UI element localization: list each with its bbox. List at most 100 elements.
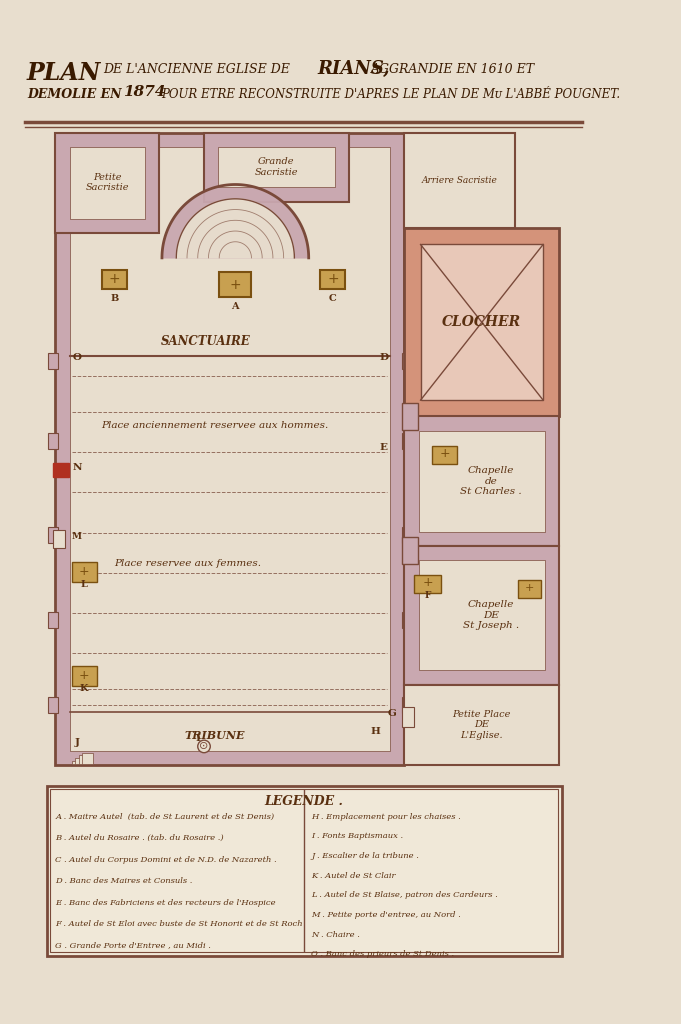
Text: Chapelle
DE
St Joseph .: Chapelle DE St Joseph .	[462, 600, 519, 630]
Bar	[402, 612, 411, 629]
Bar	[204, 133, 349, 202]
Bar	[402, 697, 411, 714]
Polygon shape	[176, 199, 294, 258]
Bar	[72, 562, 97, 582]
Text: H: H	[370, 727, 380, 736]
Text: F . Autel de St Eloi avec buste de St Honorit et de St Roch: F . Autel de St Eloi avec buste de St Ho…	[55, 920, 303, 928]
Bar	[48, 527, 58, 544]
Text: E: E	[379, 443, 387, 453]
Bar	[48, 612, 58, 629]
Bar	[48, 697, 58, 714]
Text: +: +	[327, 272, 338, 287]
Text: C: C	[329, 294, 336, 303]
Bar	[72, 666, 97, 686]
Bar	[48, 433, 58, 450]
Text: I: I	[195, 734, 200, 743]
Text: D: D	[379, 353, 389, 361]
Text: G . Grande Porte d'Entree , au Midi .: G . Grande Porte d'Entree , au Midi .	[55, 941, 211, 949]
Bar	[402, 433, 411, 450]
Text: SANCTUAIRE: SANCTUAIRE	[161, 336, 251, 348]
Text: Chapelle
de
St Charles .: Chapelle de St Charles .	[460, 466, 522, 496]
Bar	[79, 756, 88, 764]
Bar	[518, 580, 541, 598]
Bar	[53, 529, 65, 548]
Bar	[219, 272, 251, 297]
Text: RIANS,: RIANS,	[317, 60, 390, 78]
Bar	[419, 560, 545, 671]
Text: H . Emplacement pour les chaises .: H . Emplacement pour les chaises .	[311, 813, 461, 820]
Text: TRIBUNE: TRIBUNE	[185, 730, 245, 741]
Text: D . Banc des Maires et Consuls .: D . Banc des Maires et Consuls .	[55, 878, 193, 885]
Text: N . Chaire .: N . Chaire .	[311, 931, 360, 939]
Text: Place reservee aux femmes.: Place reservee aux femmes.	[114, 559, 262, 568]
Bar	[405, 133, 515, 228]
Text: J . Escalier de la tribune .: J . Escalier de la tribune .	[311, 852, 419, 860]
Bar	[102, 269, 127, 289]
Text: Grande
Sacristie: Grande Sacristie	[255, 158, 298, 177]
Bar	[69, 146, 145, 218]
Bar	[55, 133, 405, 765]
Bar	[75, 758, 82, 764]
Text: L . Autel de St Blaise, patron des Cardeurs .: L . Autel de St Blaise, patron des Carde…	[311, 891, 498, 899]
Bar	[405, 417, 559, 546]
Bar	[419, 430, 545, 531]
Text: M . Petite porte d'entree, au Nord .: M . Petite porte d'entree, au Nord .	[311, 911, 461, 920]
Bar	[402, 537, 418, 564]
Bar	[46, 785, 562, 955]
Text: I . Fonts Baptismaux .: I . Fonts Baptismaux .	[311, 833, 404, 841]
Bar	[219, 146, 334, 187]
Circle shape	[197, 740, 210, 753]
Text: A . Maitre Autel  (tab. de St Laurent et de St Denis): A . Maitre Autel (tab. de St Laurent et …	[55, 813, 274, 820]
Text: G: G	[387, 709, 396, 718]
Text: N: N	[72, 463, 82, 472]
Text: LEGENDE .: LEGENDE .	[265, 795, 344, 808]
Bar	[72, 761, 77, 764]
Text: CLOCHER: CLOCHER	[442, 315, 522, 330]
Text: +: +	[79, 565, 89, 579]
Text: +: +	[79, 670, 89, 682]
Text: ⊙: ⊙	[200, 741, 208, 752]
Text: O: O	[72, 353, 82, 361]
Text: K: K	[80, 684, 89, 693]
Text: Petite
Sacristie: Petite Sacristie	[86, 173, 129, 193]
Text: +: +	[439, 447, 450, 461]
Text: DE L'ANCIENNE EGLISE DE: DE L'ANCIENNE EGLISE DE	[103, 62, 290, 76]
Text: K . Autel de St Clair: K . Autel de St Clair	[311, 871, 396, 880]
Bar	[55, 133, 159, 232]
Text: O . Banc des prieurs de St Denis .: O . Banc des prieurs de St Denis .	[311, 950, 454, 958]
Text: B . Autel du Rosaire . (tab. du Rosaire .): B . Autel du Rosaire . (tab. du Rosaire …	[55, 835, 224, 842]
Bar	[405, 228, 559, 417]
Bar	[320, 269, 345, 289]
Text: 1874: 1874	[123, 85, 166, 99]
Text: J: J	[75, 737, 80, 746]
Bar	[69, 146, 390, 751]
Text: +: +	[525, 583, 535, 593]
Bar	[402, 527, 411, 544]
Bar	[421, 245, 543, 400]
Text: PLAN: PLAN	[27, 61, 101, 85]
Bar	[402, 402, 418, 430]
Text: E . Banc des Fabriciens et des recteurs de l'Hospice: E . Banc des Fabriciens et des recteurs …	[55, 898, 276, 906]
Text: DEMOLIE EN: DEMOLIE EN	[27, 88, 121, 101]
Bar	[414, 574, 441, 593]
Text: AGGRANDIE EN 1610 ET: AGGRANDIE EN 1610 ET	[371, 62, 535, 76]
Text: L: L	[80, 580, 88, 589]
Text: C . Autel du Corpus Domini et de N.D. de Nazareth .: C . Autel du Corpus Domini et de N.D. de…	[55, 856, 277, 863]
Bar	[402, 352, 411, 369]
Text: A: A	[232, 302, 239, 310]
Bar	[53, 463, 69, 477]
Text: Petite Place
DE
L'Eglise.: Petite Place DE L'Eglise.	[453, 710, 511, 740]
Polygon shape	[162, 184, 308, 258]
Bar	[402, 707, 414, 727]
Bar	[50, 790, 558, 952]
Bar	[405, 685, 559, 765]
Text: +: +	[422, 577, 433, 589]
Bar	[432, 445, 457, 464]
Text: B: B	[110, 294, 118, 303]
Bar	[82, 753, 93, 764]
Text: +: +	[109, 272, 121, 287]
Text: POUR ETRE RECONSTRUITE D'APRES LE PLAN DE Mᴜ L'ABBÉ POUGNET.: POUR ETRE RECONSTRUITE D'APRES LE PLAN D…	[161, 88, 620, 101]
Bar	[48, 352, 58, 369]
Text: Arriere Sacristie: Arriere Sacristie	[422, 176, 497, 185]
Text: Place anciennement reservee aux hommes.: Place anciennement reservee aux hommes.	[101, 421, 328, 430]
